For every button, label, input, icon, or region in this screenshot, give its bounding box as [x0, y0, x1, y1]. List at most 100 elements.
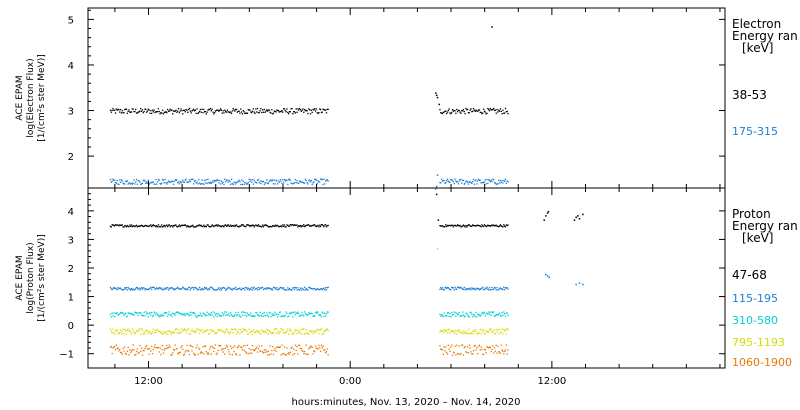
data-point-electron-175-315 — [443, 179, 445, 182]
data-point-electron-38-53 — [232, 107, 234, 110]
data-point-proton-310-580 — [282, 315, 284, 317]
data-point-proton-310-580 — [211, 314, 213, 316]
data-point-proton-1060-1900 — [468, 344, 470, 346]
data-point-electron-175-315 — [154, 183, 156, 185]
data-point-electron-175-315 — [239, 180, 241, 183]
data-point-proton-1060-1900 — [485, 352, 487, 354]
data-point-proton-47-68 — [493, 225, 496, 227]
data-point-proton-47-68 — [499, 224, 502, 226]
data-point-proton-115-195 — [288, 288, 290, 291]
data-point-electron-175-315 — [169, 181, 171, 183]
data-point-proton-795-1193 — [309, 329, 311, 332]
data-point-proton-795-1193 — [282, 332, 285, 334]
data-point-electron-175-315 — [466, 180, 468, 182]
data-point-electron-175-315 — [492, 178, 494, 180]
data-point-proton-115-195 — [236, 288, 239, 290]
data-point-electron-38-53 — [497, 111, 499, 113]
data-point-proton-47-68 — [543, 219, 545, 221]
data-point-proton-310-580 — [321, 311, 323, 313]
data-point-proton-1060-1900 — [139, 344, 141, 347]
data-point-electron-38-53 — [449, 112, 451, 114]
data-point-electron-175-315 — [160, 183, 162, 185]
data-point-electron-175-315 — [166, 181, 169, 184]
data-point-proton-47-68 — [303, 224, 305, 226]
data-point-proton-310-580 — [193, 312, 195, 314]
data-point-proton-310-580 — [499, 314, 502, 317]
data-point-proton-795-1193 — [166, 330, 168, 333]
data-point-proton-1060-1900 — [473, 345, 476, 347]
data-point-electron-38-53 — [198, 110, 201, 113]
data-point-proton-115-195 — [307, 289, 309, 291]
data-point-proton-310-580 — [128, 312, 130, 314]
data-point-proton-310-580 — [255, 311, 257, 314]
data-point-proton-310-580 — [182, 313, 184, 315]
data-point-electron-38-53 — [231, 110, 234, 112]
data-point-proton-1060-1900 — [261, 345, 263, 347]
data-point-proton-1060-1900 — [502, 350, 504, 352]
data-point-proton-115-195 — [161, 288, 163, 290]
data-point-proton-310-580 — [263, 311, 265, 314]
data-point-proton-47-68 — [164, 226, 166, 228]
data-point-electron-175-315 — [327, 180, 329, 182]
data-point-proton-310-580 — [141, 315, 144, 317]
data-point-electron-175-315 — [118, 183, 120, 186]
data-point-proton-115-195 — [150, 286, 152, 289]
data-point-proton-115-195 — [212, 287, 214, 290]
data-point-electron-175-315 — [298, 182, 300, 184]
data-point-proton-47-68 — [286, 224, 288, 226]
data-point-proton-115-195 — [297, 287, 299, 289]
data-point-proton-115-195 — [196, 288, 198, 290]
data-point-proton-47-68 — [132, 225, 134, 227]
data-point-electron-175-315 — [472, 180, 474, 183]
data-point-proton-1060-1900 — [235, 354, 238, 356]
electron-plot-frame — [87, 7, 726, 189]
data-point-proton-47-68 — [460, 226, 462, 228]
data-point-proton-115-195 — [221, 287, 223, 289]
data-point-proton-1060-1900 — [482, 353, 485, 355]
data-point-proton-47-68 — [283, 224, 286, 226]
data-point-proton-795-1193 — [257, 331, 260, 333]
data-point-electron-175-315 — [155, 178, 157, 181]
data-point-proton-47-68 — [247, 224, 249, 226]
data-point-electron-38-53 — [312, 108, 314, 111]
data-point-proton-47-68 — [496, 225, 498, 227]
data-point-electron-38-53 — [161, 112, 163, 114]
data-point-electron-175-315 — [209, 182, 211, 184]
data-point-electron-38-53 — [166, 112, 168, 114]
data-point-electron-175-315 — [200, 183, 202, 185]
data-point-proton-310-580 — [260, 314, 262, 316]
data-point-proton-795-1193 — [498, 333, 500, 335]
data-point-proton-115-195 — [319, 288, 321, 291]
data-point-proton-1060-1900 — [172, 352, 174, 354]
data-point-electron-38-53 — [256, 107, 259, 110]
data-point-electron-175-315 — [291, 182, 293, 185]
data-point-proton-310-580 — [133, 314, 135, 316]
data-point-electron-38-53 — [221, 112, 223, 114]
data-point-proton-115-195 — [448, 288, 450, 290]
data-point-proton-1060-1900 — [137, 352, 139, 355]
data-point-proton-1060-1900 — [277, 346, 279, 348]
data-point-electron-175-315 — [502, 182, 504, 184]
data-point-proton-115-195 — [463, 286, 465, 289]
data-point-proton-310-580 — [503, 313, 506, 315]
data-point-proton-795-1193 — [237, 331, 239, 334]
data-point-electron-38-53 — [475, 109, 477, 111]
data-point-electron-175-315 — [225, 179, 228, 181]
data-point-proton-115-195 — [186, 288, 188, 290]
data-point-proton-795-1193 — [124, 328, 126, 331]
data-point-proton-795-1193 — [229, 332, 231, 334]
data-point-electron-38-53 — [281, 110, 283, 112]
data-point-proton-1060-1900 — [243, 350, 245, 352]
data-point-electron-175-315 — [322, 183, 324, 186]
data-point-electron-175-315 — [116, 179, 118, 182]
data-point-proton-115-195 — [296, 289, 298, 291]
data-point-proton-115-195 — [251, 286, 253, 289]
data-point-proton-795-1193 — [172, 332, 175, 334]
data-point-proton-1060-1900 — [272, 346, 274, 348]
data-point-electron-38-53 — [111, 109, 113, 112]
data-point-proton-310-580 — [132, 313, 134, 316]
data-point-proton-47-68 — [500, 225, 502, 227]
data-point-electron-175-315 — [151, 181, 153, 184]
data-point-proton-310-580 — [125, 316, 128, 318]
